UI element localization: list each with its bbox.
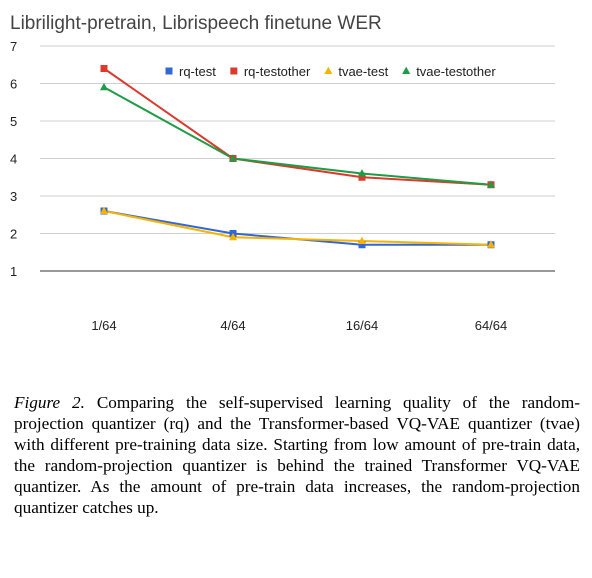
marker-rq-testother-16-64 xyxy=(358,173,366,181)
legend-item-rq-testother: rq-testother xyxy=(230,64,311,79)
legend-item-tvae-test: tvae-test xyxy=(324,64,389,79)
x-tick-label-4-64: 4/64 xyxy=(220,318,245,333)
marker-rq-testother-1-64 xyxy=(100,65,108,72)
legend-label-tvae-testother: tvae-testother xyxy=(416,64,496,79)
marker-tvae-testother-4-64 xyxy=(228,154,238,162)
legend-marker-tvae-testother xyxy=(402,66,411,74)
gridlines xyxy=(40,45,555,272)
y-axis-ticks: 1 2 3 4 5 6 7 xyxy=(10,39,17,279)
chart-svg: Librilight-pretrain, Librispeech finetun… xyxy=(10,13,555,333)
legend-label-rq-test: rq-test xyxy=(179,64,216,79)
wer-line-chart: Librilight-pretrain, Librispeech finetun… xyxy=(10,13,555,333)
legend-marker-tvae-test xyxy=(324,66,333,74)
caption-text: Comparing the self-supervised learning q… xyxy=(14,393,580,517)
series-lines xyxy=(103,67,492,246)
marker-tvae-test-4-64 xyxy=(228,232,238,241)
x-tick-label-16-64: 16/64 xyxy=(346,318,379,333)
marker-tvae-test-64-64 xyxy=(486,240,496,248)
marker-rq-test-16-64 xyxy=(358,241,366,249)
y-tick-label-4: 4 xyxy=(10,152,17,167)
x-axis-ticks: 1/64 4/64 16/64 64/64 xyxy=(91,318,507,333)
y-tick-label-5: 5 xyxy=(10,114,17,129)
y-tick-label-1: 1 xyxy=(10,264,17,279)
x-tick-label-64-64: 64/64 xyxy=(475,318,508,333)
marker-tvae-testother-64-64 xyxy=(486,180,496,188)
series-line-tvae-test xyxy=(103,210,492,246)
marker-tvae-testother-1-64 xyxy=(99,82,109,91)
legend: rq-test rq-testother tvae-test tvae-testoth… xyxy=(165,64,496,79)
y-tick-label-7: 7 xyxy=(10,39,17,54)
marker-tvae-test-16-64 xyxy=(357,236,367,244)
series-line-tvae-testother xyxy=(103,86,492,186)
y-tick-label-6: 6 xyxy=(10,77,17,92)
marker-tvae-testother-16-64 xyxy=(357,169,367,177)
series-line-rq-testother xyxy=(103,67,492,186)
legend-marker-rq-testother xyxy=(230,67,238,75)
marker-tvae-test-1-64 xyxy=(99,206,109,214)
x-tick-label-1-64: 1/64 xyxy=(91,318,116,333)
caption-label: Figure 2. xyxy=(14,393,85,412)
legend-marker-rq-test xyxy=(165,67,173,75)
legend-label-tvae-test: tvae-test xyxy=(338,64,388,79)
y-tick-label-2: 2 xyxy=(10,227,17,242)
chart-title: Librilight-pretrain, Librispeech finetun… xyxy=(10,13,382,34)
series-markers xyxy=(99,65,496,249)
y-tick-label-3: 3 xyxy=(10,189,17,204)
figure-caption: Figure 2. Comparing the self-supervised … xyxy=(14,392,580,518)
legend-label-rq-testother: rq-testother xyxy=(244,64,311,79)
legend-item-rq-test: rq-test xyxy=(165,64,216,79)
legend-item-tvae-testother: tvae-testother xyxy=(402,64,496,79)
